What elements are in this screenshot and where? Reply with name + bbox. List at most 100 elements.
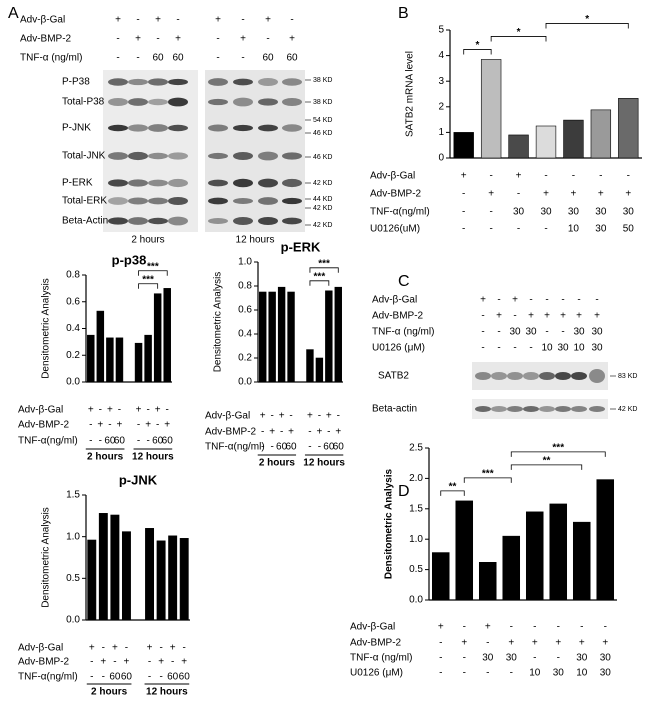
- condition-cell: +: [496, 311, 502, 322]
- condition-cell: -: [463, 668, 466, 679]
- condition-label: Adv-β-Gal: [372, 295, 417, 306]
- condition-cell: -: [462, 224, 465, 235]
- marker-label: 42 KD: [313, 222, 332, 229]
- condition-cell: +: [107, 405, 113, 416]
- chart-title: p-JNK: [119, 472, 158, 487]
- condition-label: Adv-BMP-2: [18, 657, 70, 668]
- condition-cell: -: [289, 411, 292, 422]
- y-tick-label: 0.0: [238, 377, 252, 388]
- band: [233, 216, 253, 226]
- band: [258, 78, 278, 86]
- band: [168, 178, 188, 188]
- condition-cell: -: [533, 653, 536, 664]
- condition-cell: +: [289, 34, 295, 45]
- blot-row-label: P-ERK: [62, 178, 93, 189]
- condition-cell: -: [266, 34, 269, 45]
- condition-cell: -: [580, 622, 583, 633]
- condition-cell: +: [170, 643, 176, 654]
- band: [539, 406, 555, 412]
- condition-cell: +: [528, 311, 534, 322]
- condition-cell: -: [577, 295, 580, 306]
- significance-bracket: [463, 49, 492, 55]
- condition-label: TNF-α (ng/ml): [372, 327, 434, 338]
- group-label: 12 hours: [132, 452, 174, 463]
- band: [168, 97, 188, 107]
- y-axis-label: Densitometric Analysis: [213, 272, 224, 373]
- condition-label: Adv-BMP-2: [372, 311, 424, 322]
- bar: [179, 538, 189, 621]
- condition-cell: -: [486, 668, 489, 679]
- band: [282, 152, 302, 160]
- condition-cell: +: [279, 411, 285, 422]
- condition-cell: -: [270, 442, 273, 453]
- condition-cell: -: [463, 653, 466, 664]
- condition-cell: 30: [573, 327, 585, 338]
- condition-cell: 30: [568, 207, 580, 218]
- band: [491, 406, 507, 412]
- condition-cell: 10: [568, 224, 580, 235]
- condition-cell: +: [240, 34, 246, 45]
- condition-cell: -: [137, 436, 140, 447]
- band: [168, 124, 188, 132]
- condition-cell: 60: [179, 672, 191, 683]
- condition-cell: -: [280, 427, 283, 438]
- band: [168, 196, 188, 206]
- condition-cell: -: [90, 672, 93, 683]
- bar: [325, 290, 333, 383]
- condition-cell: -: [481, 311, 484, 322]
- significance-bracket: [463, 477, 512, 483]
- y-axis-label: SATB2 mRNA level: [405, 51, 416, 137]
- condition-label: Adv-BMP-2: [18, 420, 70, 431]
- condition-cell: +: [594, 311, 600, 322]
- condition-cell: -: [462, 189, 465, 200]
- time-label: 2 hours: [131, 235, 164, 246]
- condition-cell: -: [159, 643, 162, 654]
- condition-cell: -: [439, 668, 442, 679]
- condition-cell: -: [99, 436, 102, 447]
- band: [168, 152, 188, 160]
- condition-cell: +: [480, 295, 486, 306]
- band: [258, 217, 278, 225]
- condition-cell: +: [625, 189, 631, 200]
- condition-cell: -: [261, 427, 264, 438]
- band: [233, 178, 253, 188]
- condition-cell: -: [90, 657, 93, 668]
- condition-cell: -: [463, 622, 466, 633]
- y-tick-label: 0.4: [66, 323, 80, 334]
- condition-cell: +: [112, 643, 118, 654]
- condition-cell: -: [529, 295, 532, 306]
- significance-bracket: [510, 464, 583, 470]
- condition-cell: -: [510, 622, 513, 633]
- condition-cell: +: [579, 638, 585, 649]
- condition-cell: +: [155, 15, 161, 26]
- bar: [549, 503, 568, 601]
- condition-cell: +: [115, 15, 121, 26]
- condition-label: Adv-β-Gal: [370, 171, 415, 182]
- condition-cell: 60: [262, 53, 274, 64]
- band: [258, 197, 278, 205]
- condition-cell: +: [602, 638, 608, 649]
- band: [282, 178, 302, 188]
- condition-label: TNF-α (ng/ml): [350, 653, 412, 664]
- condition-cell: +: [89, 643, 95, 654]
- condition-cell: 30: [591, 327, 603, 338]
- significance-label: *: [585, 14, 589, 25]
- bar: [121, 531, 131, 621]
- condition-cell: 10: [573, 343, 585, 354]
- condition-label: Adv-β-Gal: [20, 15, 65, 26]
- group-label: 2 hours: [87, 452, 124, 463]
- y-tick-label: 1.0: [409, 534, 423, 545]
- condition-cell: -: [241, 15, 244, 26]
- bar: [455, 500, 474, 601]
- condition-label: U0126 (μM): [372, 343, 425, 354]
- condition-cell: -: [146, 436, 149, 447]
- condition-cell: -: [517, 189, 520, 200]
- band: [128, 151, 148, 161]
- bar: [508, 134, 529, 159]
- condition-cell: 60: [152, 53, 164, 64]
- blot-row-label: Total-P38: [62, 97, 105, 108]
- condition-cell: +: [100, 657, 106, 668]
- band: [282, 217, 302, 225]
- y-tick-label: 0.5: [66, 573, 80, 584]
- band: [571, 372, 587, 380]
